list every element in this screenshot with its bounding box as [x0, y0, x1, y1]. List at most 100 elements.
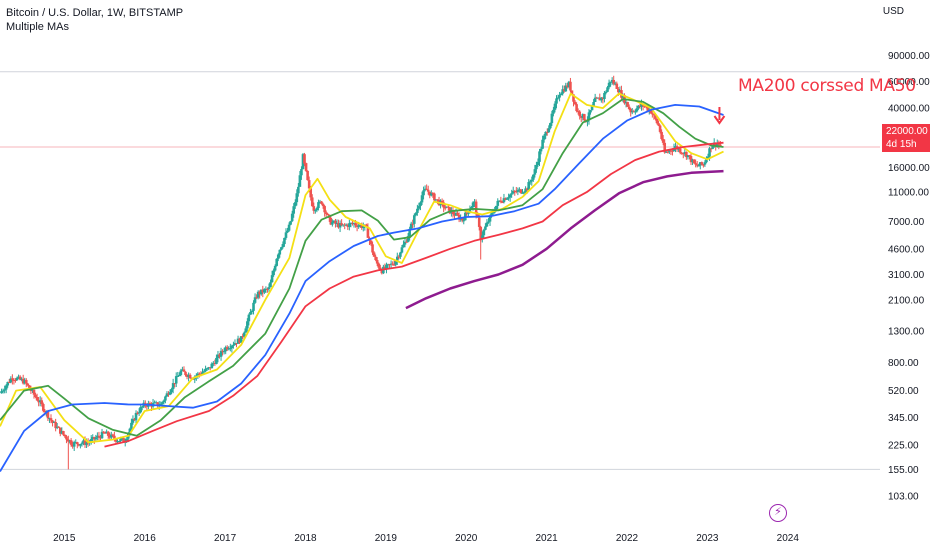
candle-body	[538, 151, 541, 162]
candle-body	[651, 113, 654, 115]
candle-body	[11, 378, 14, 380]
candle-body	[317, 202, 320, 209]
candle-body	[488, 215, 492, 222]
candle-body	[671, 150, 674, 152]
candle-body	[55, 426, 59, 429]
candle-body	[20, 378, 23, 380]
candle-body	[293, 202, 297, 207]
y-tick-label: 2100.00	[888, 295, 925, 306]
candle-body	[708, 148, 711, 157]
candle-body	[307, 180, 311, 189]
candle-body	[75, 442, 79, 445]
candle-body	[229, 348, 232, 350]
candle-body	[278, 249, 282, 255]
candle-body	[41, 404, 45, 411]
candle-body	[309, 188, 313, 198]
candle-body	[57, 426, 61, 428]
candle-body	[24, 379, 28, 384]
candle-body	[558, 95, 561, 98]
candle-body	[304, 163, 308, 171]
x-tick-label: 2016	[134, 533, 157, 544]
candle-body	[247, 314, 251, 322]
candle-body	[544, 131, 547, 136]
candle-body	[48, 418, 51, 420]
candle-body	[683, 152, 687, 154]
indicator-name[interactable]: Multiple MAs	[6, 21, 69, 33]
candle-body	[477, 217, 481, 227]
symbol-title[interactable]: Bitcoin / U.S. Dollar, 1W, BITSTAMP	[6, 7, 184, 19]
candle-body	[323, 206, 326, 213]
candle-body	[536, 161, 540, 165]
candle-body	[106, 431, 110, 436]
candle-body	[499, 200, 503, 203]
candle-body	[507, 197, 510, 199]
candle-body	[426, 189, 430, 192]
candle-body	[549, 123, 552, 129]
candle-body	[40, 400, 44, 405]
candle-body	[465, 212, 469, 214]
candle-body	[318, 201, 322, 203]
candle-body	[310, 197, 314, 207]
candle-body	[570, 90, 574, 95]
candle-body	[273, 265, 277, 271]
candle-body	[352, 223, 356, 225]
price-chart[interactable]	[0, 0, 880, 522]
candle-body	[358, 224, 362, 226]
candle-body	[508, 194, 512, 198]
candle-body	[474, 201, 478, 215]
candle-body	[510, 193, 513, 195]
candle-body	[91, 437, 95, 440]
candle-body	[182, 369, 186, 372]
candle-body	[284, 232, 288, 238]
lightning-icon[interactable]: ⚡	[769, 504, 787, 522]
candle-body	[69, 440, 73, 445]
currency-label[interactable]: USD	[882, 6, 904, 17]
candle-body	[420, 195, 424, 203]
candle-body	[298, 175, 302, 187]
candle-body	[703, 162, 707, 165]
candle-body	[89, 439, 93, 443]
candle-body	[414, 212, 418, 216]
candle-body	[715, 143, 719, 147]
candle-body	[640, 103, 643, 107]
candle-body	[1, 390, 5, 392]
candle-body	[306, 170, 309, 181]
candle-body	[369, 240, 373, 245]
candle-body	[357, 225, 360, 227]
candle-body	[58, 427, 62, 434]
chart-annotation[interactable]: MA200 corssed MA50	[738, 76, 916, 96]
candle-body	[664, 151, 668, 153]
candle-body	[460, 218, 464, 221]
candle-body	[37, 400, 40, 403]
candle-body	[96, 435, 99, 438]
candle-body	[191, 378, 195, 380]
candle-body	[167, 393, 170, 395]
candle-body	[388, 264, 391, 266]
y-tick-label: 800.00	[888, 358, 919, 369]
y-tick-label: 90000.00	[888, 51, 930, 62]
candle-body	[706, 156, 710, 159]
candle-body	[406, 236, 410, 242]
candle-body	[125, 438, 129, 442]
candle-body	[612, 79, 616, 84]
candle-body	[324, 212, 328, 214]
y-tick-label: 40000.00	[888, 104, 930, 115]
candle-body	[598, 97, 602, 101]
candle-body	[344, 224, 348, 226]
bar-countdown: 4d 15h	[886, 139, 917, 150]
y-tick-label: 1300.00	[888, 327, 925, 338]
chart-plot-area[interactable]	[0, 0, 880, 522]
candle-body	[386, 264, 390, 266]
candle-body	[646, 106, 650, 111]
candle-body	[719, 144, 722, 147]
candle-body	[233, 343, 237, 345]
candle-body	[434, 199, 438, 201]
candle-body	[592, 102, 595, 106]
candle-body	[128, 428, 132, 434]
candle-body	[446, 206, 450, 208]
candle-body	[113, 435, 116, 439]
candle-body	[136, 412, 139, 414]
candle-body	[176, 375, 180, 377]
x-tick-label: 2019	[375, 533, 398, 544]
candle-body	[212, 363, 215, 365]
